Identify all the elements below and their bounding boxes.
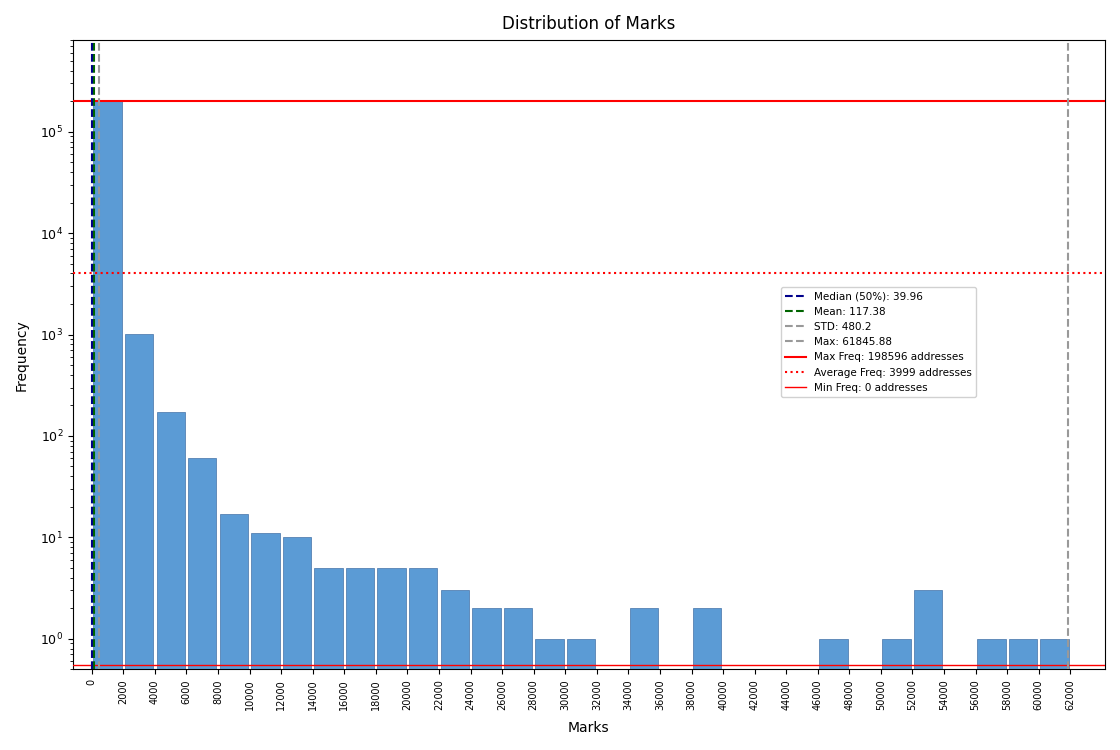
Bar (914, 590, 942, 750)
Bar (883, 639, 911, 750)
Bar (1072, 669, 1100, 750)
Bar (504, 608, 532, 750)
Bar (1009, 639, 1037, 750)
Bar (756, 669, 785, 750)
Bar (851, 669, 879, 750)
Title: Distribution of Marks: Distribution of Marks (502, 15, 675, 33)
X-axis label: Marks: Marks (568, 721, 609, 735)
Bar (440, 590, 469, 750)
Bar (977, 639, 1006, 750)
Bar (598, 669, 627, 750)
Bar (315, 568, 343, 750)
Bar (220, 514, 248, 750)
Bar (535, 639, 563, 750)
Bar (188, 458, 216, 750)
Y-axis label: Frequency: Frequency (15, 319, 29, 391)
Bar (945, 669, 974, 750)
Bar (473, 608, 501, 750)
Bar (629, 608, 659, 750)
Bar (1040, 639, 1068, 750)
Bar (346, 568, 374, 750)
Bar (282, 537, 311, 750)
Bar (725, 669, 753, 750)
Bar (125, 334, 153, 750)
Bar (377, 568, 405, 750)
Legend: Median (50%): 39.96, Mean: 117.38, STD: 480.2, Max: 61845.88, Max Freq: 198596 a: Median (50%): 39.96, Mean: 117.38, STD: … (781, 287, 976, 397)
Bar (409, 568, 438, 750)
Bar (251, 533, 280, 750)
Bar (157, 412, 185, 750)
Bar (567, 639, 595, 750)
Bar (93, 101, 122, 750)
Bar (662, 669, 690, 750)
Bar (787, 669, 816, 750)
Bar (693, 608, 721, 750)
Bar (820, 639, 848, 750)
